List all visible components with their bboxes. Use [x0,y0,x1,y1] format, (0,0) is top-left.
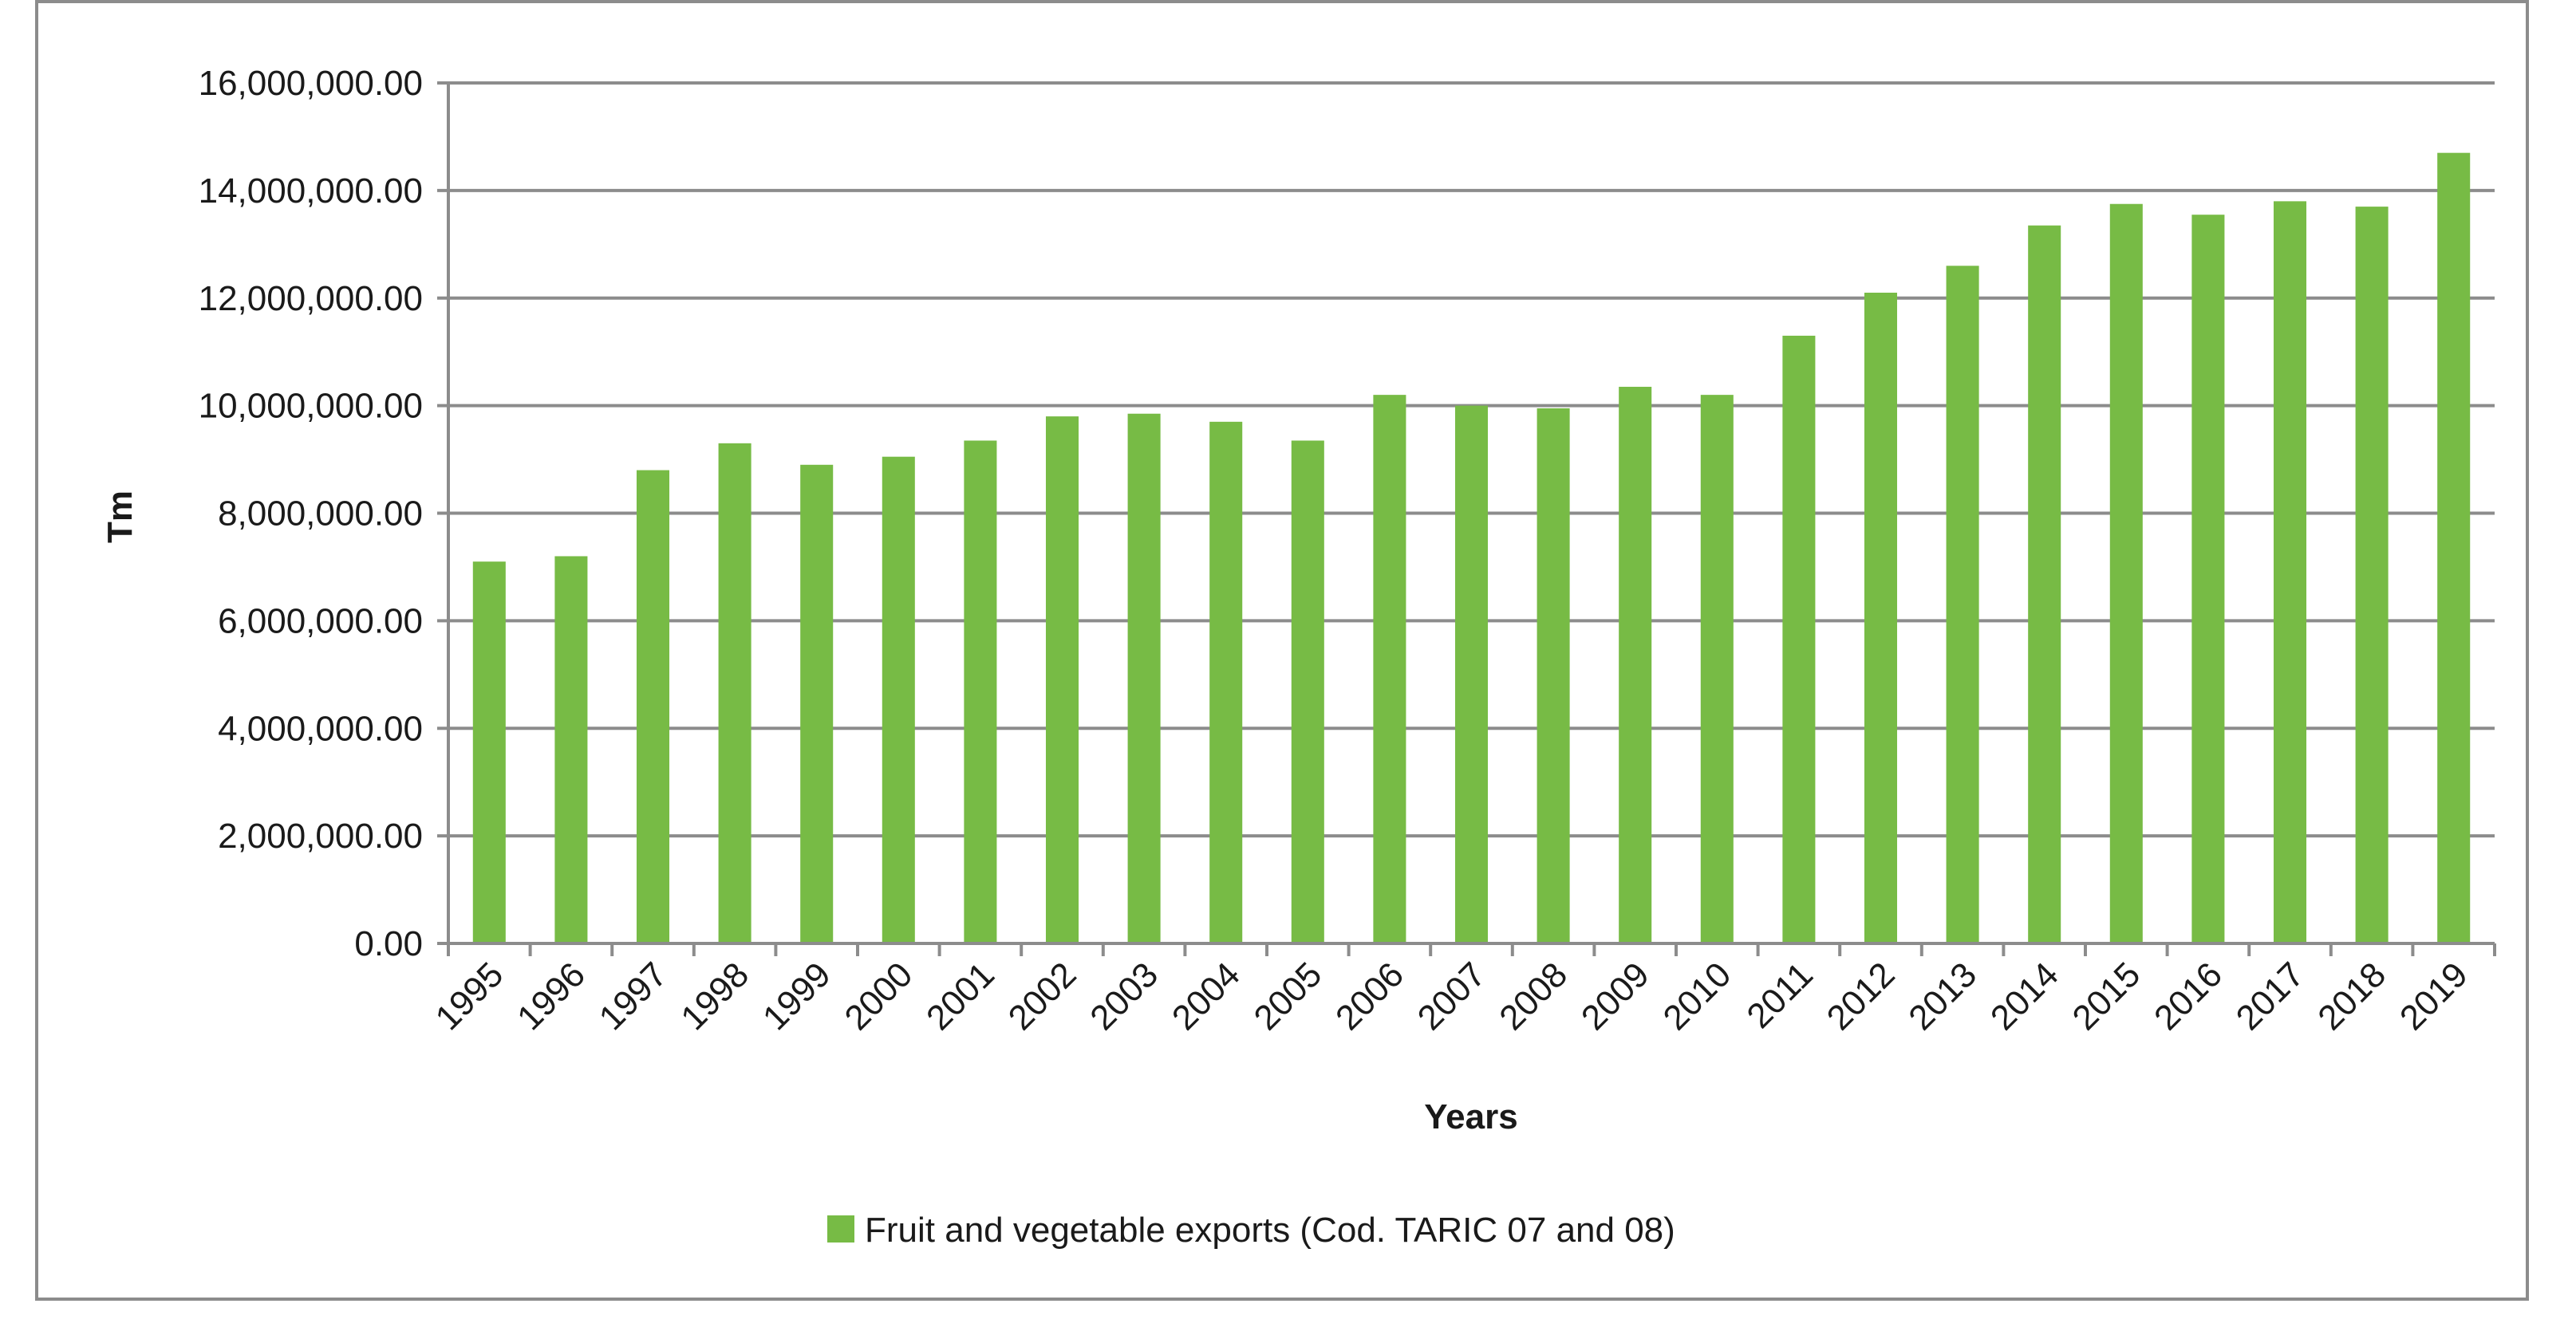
x-tick-label: 1996 [510,955,593,1038]
y-axis-title: Tm [101,490,140,543]
bar-1997 [636,470,670,943]
y-tick-label: 14,000,000.00 [199,171,423,211]
bar-1995 [472,561,506,943]
y-tick-label: 0.00 [354,924,423,963]
bar-2010 [1700,395,1734,943]
bar-2005 [1291,440,1324,943]
y-tick-label: 16,000,000.00 [199,64,423,103]
legend-label: Fruit and vegetable exports (Cod. TARIC … [865,1211,1675,1250]
x-tick-label: 2011 [1739,955,1821,1036]
x-tick-label: 2013 [1901,955,1984,1038]
y-tick-label: 12,000,000.00 [199,279,423,318]
legend-swatch [827,1215,854,1243]
bar-1996 [554,556,588,943]
bar-2019 [2437,152,2471,943]
x-tick-label: 2003 [1083,955,1166,1038]
x-tick-label: 2006 [1328,955,1411,1038]
axes [437,81,2496,956]
bar-2017 [2273,201,2307,944]
x-tick-label: 2004 [1165,955,1248,1038]
bar-2012 [1864,293,1898,944]
x-tick-label: 1999 [755,955,838,1038]
x-tick-label: 2009 [1574,955,1657,1038]
x-tick-label: 2017 [2229,955,2312,1038]
x-tick-label: 2000 [838,955,921,1038]
bar-2001 [964,440,997,943]
bar-2006 [1373,395,1406,943]
x-tick-label: 2014 [1983,955,2066,1038]
bar-2015 [2109,203,2143,943]
y-tick-label: 4,000,000.00 [218,709,423,748]
x-axis-title: Years [1424,1097,1517,1136]
x-tick-label: 2008 [1492,955,1575,1038]
bar-2004 [1209,421,1243,943]
x-tick-label: 1998 [673,955,756,1038]
bar-2009 [1619,387,1652,944]
bar-2007 [1454,405,1489,943]
bar-2003 [1127,413,1161,943]
bar-1998 [718,443,751,943]
x-tick-label: 1997 [592,955,675,1038]
y-tick-label: 8,000,000.00 [218,494,423,534]
x-tick-label: 2015 [2065,955,2148,1038]
bar-1999 [800,464,834,943]
bar-2011 [1782,335,1816,943]
legend: Fruit and vegetable exports (Cod. TARIC … [827,1211,1675,1250]
bar-2008 [1537,408,1570,943]
y-tick-label: 10,000,000.00 [199,387,423,426]
bar-2002 [1045,416,1079,943]
bar-2016 [2191,215,2225,943]
bars [472,152,2471,944]
y-tick-label: 6,000,000.00 [218,601,423,640]
x-tick-label: 2001 [919,955,1002,1038]
bar-2018 [2355,207,2389,943]
x-tick-label: 2016 [2147,955,2230,1038]
x-tick-label: 2010 [1656,955,1739,1038]
x-tick-label: 2018 [2310,955,2393,1038]
x-tick-label: 2012 [1820,955,1903,1038]
y-tick-label: 2,000,000.00 [218,817,423,856]
x-tick-label: 2002 [1001,955,1084,1038]
x-tick-label: 2019 [2393,955,2475,1038]
x-tick-label: 2005 [1247,955,1330,1038]
bar-2014 [2028,225,2061,944]
bar-2000 [882,456,915,943]
bar-2013 [1946,266,1979,944]
x-tick-label: 2007 [1410,955,1493,1038]
x-tick-label: 1995 [428,955,511,1038]
